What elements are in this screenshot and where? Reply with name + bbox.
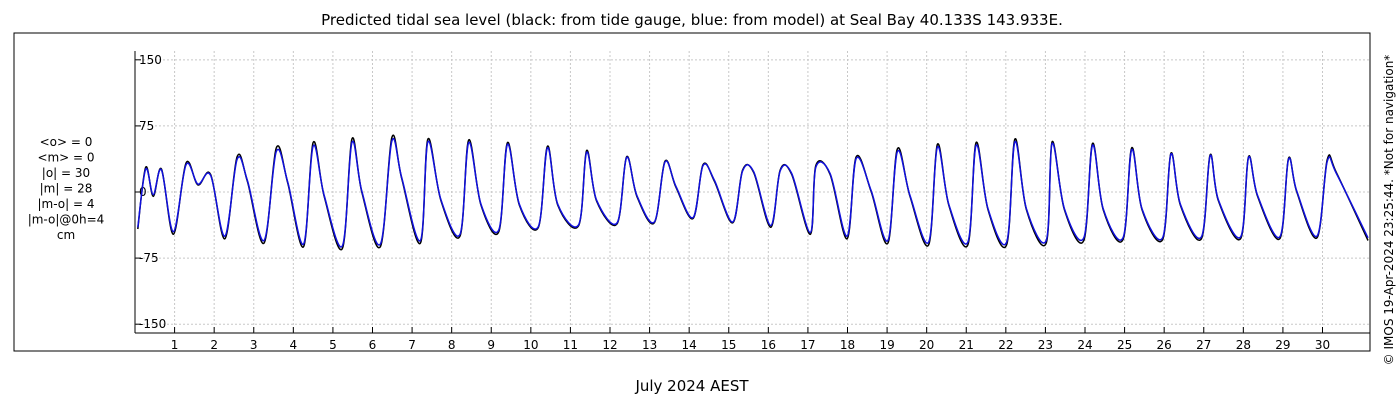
x-tick-label: 25 <box>1117 338 1132 352</box>
stat-line: cm <box>57 228 75 242</box>
x-tick-label: 23 <box>1038 338 1053 352</box>
stat-line: |m| = 28 <box>40 182 93 196</box>
x-axis-label: July 2024 AEST <box>634 377 749 395</box>
x-tick-label: 12 <box>602 338 617 352</box>
x-tick-label: 7 <box>408 338 416 352</box>
x-tick-label: 21 <box>959 338 974 352</box>
copyright-sidebar: © IMOS 19-Apr-2024 23:25:44. *Not for na… <box>1382 55 1396 366</box>
x-tick-label: 24 <box>1077 338 1092 352</box>
x-tick-label: 4 <box>290 338 298 352</box>
x-tick-label: 30 <box>1315 338 1330 352</box>
series-lines <box>137 134 1369 251</box>
x-tick-label: 16 <box>761 338 776 352</box>
x-tick-label: 29 <box>1275 338 1290 352</box>
y-tick-label: 150 <box>139 53 162 67</box>
x-tick-label: 22 <box>998 338 1013 352</box>
y-tick-label: -150 <box>139 317 166 331</box>
x-tick-label: 5 <box>329 338 337 352</box>
y-tick-label: -75 <box>139 251 159 265</box>
stat-line: |m-o|@0h=4 <box>28 213 105 227</box>
x-tick-label: 9 <box>487 338 495 352</box>
y-ticks: -150 -75 0 75 150 <box>135 53 166 331</box>
x-tick-label: 14 <box>682 338 697 352</box>
chart-title: Predicted tidal sea level (black: from t… <box>321 11 1063 29</box>
x-tick-label: 28 <box>1236 338 1251 352</box>
grid-lines <box>135 51 1370 333</box>
y-tick-label: 75 <box>139 119 154 133</box>
x-tick-label: 13 <box>642 338 657 352</box>
x-tick-label: 27 <box>1196 338 1211 352</box>
x-tick-label: 19 <box>879 338 894 352</box>
x-tick-label: 11 <box>563 338 578 352</box>
stat-line: |m-o| = 4 <box>38 197 95 211</box>
x-ticks: 1 2 3 4 5 6 7 8 9 10 11 12 13 14 15 16 17 18 19 20 21 22 23 24 2… <box>171 327 1330 352</box>
stat-line: |o| = 30 <box>42 166 90 180</box>
x-tick-label: 17 <box>800 338 815 352</box>
x-tick-label: 6 <box>369 338 377 352</box>
x-tick-label: 10 <box>523 338 538 352</box>
series-line <box>137 137 1369 248</box>
x-tick-label: 3 <box>250 338 258 352</box>
x-tick-label: 26 <box>1157 338 1172 352</box>
x-tick-label: 20 <box>919 338 934 352</box>
outer-frame <box>13 32 1371 352</box>
x-tick-label: 8 <box>448 338 456 352</box>
x-tick-label: 15 <box>721 338 736 352</box>
x-tick-label: 18 <box>840 338 855 352</box>
stat-line: <m> = 0 <box>37 151 94 165</box>
x-tick-label: 2 <box>210 338 218 352</box>
stats-box: <o> = 0 <m> = 0|o| = 30 |m| = 28|m-o| = 4 |… <box>28 135 105 242</box>
y-tick-label: 0 <box>139 185 147 199</box>
x-tick-label: 1 <box>171 338 179 352</box>
stat-line: <o> = 0 <box>40 135 93 149</box>
